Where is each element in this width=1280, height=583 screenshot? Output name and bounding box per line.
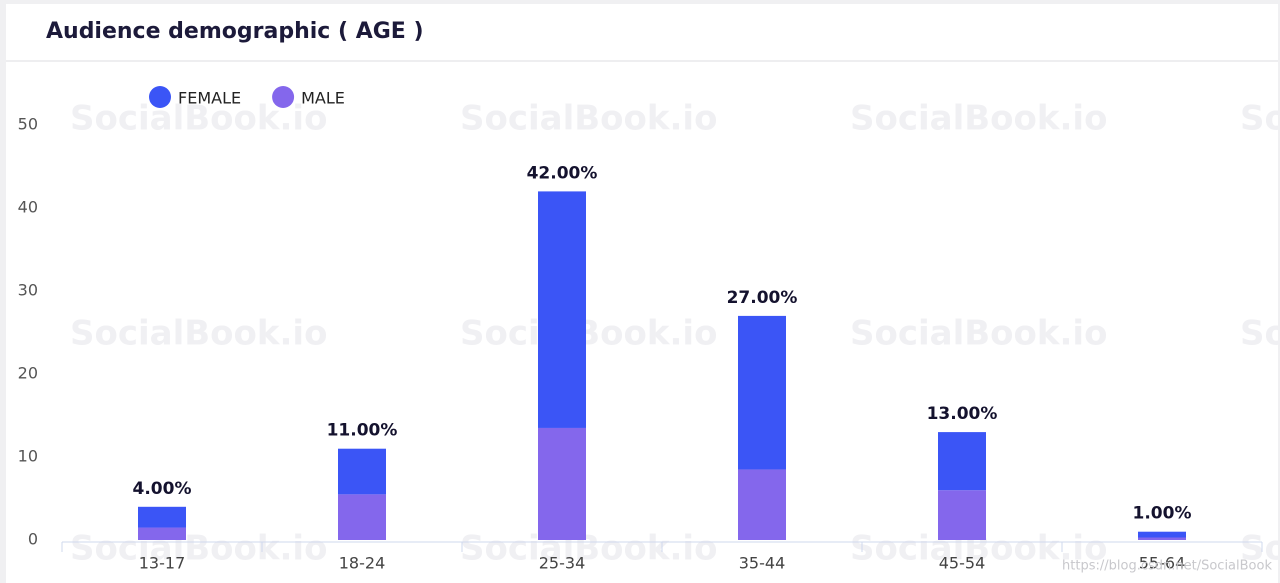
bar-segment (538, 191, 586, 428)
watermark: SocialBook.io (850, 99, 1107, 139)
card (6, 4, 1278, 583)
watermark: SocialBook.io (1240, 314, 1280, 354)
bar-segment (338, 494, 386, 540)
total-label: 11.00% (327, 421, 398, 441)
x-tick-label: 45-54 (939, 554, 986, 573)
watermark: SocialBook.io (70, 314, 327, 354)
bar-segment (338, 448, 386, 495)
total-label: 27.00% (727, 288, 798, 308)
bar-segment (1138, 537, 1186, 540)
bar-segment (538, 427, 586, 540)
y-tick-label: 0 (28, 530, 38, 549)
bar-segment (1138, 531, 1186, 538)
total-label: 1.00% (1133, 504, 1192, 524)
watermark: SocialBook.io (460, 314, 717, 354)
chart-title: Audience demographic ( AGE ) (46, 19, 424, 44)
y-tick-label: 20 (18, 364, 38, 383)
legend-marker (149, 86, 171, 108)
watermark: SocialBook.io (1240, 99, 1280, 139)
y-tick-label: 10 (18, 447, 38, 466)
y-tick-label: 40 (18, 198, 38, 217)
bar-segment (938, 490, 986, 540)
watermark: SocialBook.io (850, 314, 1107, 354)
total-label: 4.00% (133, 479, 192, 499)
watermark: SocialBook.io (460, 529, 717, 569)
legend-label: MALE (301, 89, 345, 108)
legend-label: FEMALE (178, 89, 241, 108)
x-tick-label: 25-34 (539, 554, 586, 573)
x-tick-label: 18-24 (339, 554, 386, 573)
credit: https://blog.csdn.net/SocialBook (1062, 559, 1272, 574)
y-tick-label: 50 (18, 115, 38, 134)
legend-marker (272, 86, 295, 108)
x-tick-label: 13-17 (139, 554, 186, 573)
watermark: SocialBook.io (460, 99, 717, 139)
bar-segment (938, 432, 986, 491)
x-tick-label: 55-64 (1139, 554, 1186, 573)
bar-segment (738, 469, 786, 540)
y-tick-label: 30 (18, 281, 38, 300)
bar-segment (138, 506, 186, 528)
bar-segment (138, 527, 186, 540)
watermark: SocialBook.io (1240, 529, 1280, 569)
bar-segment (738, 315, 786, 470)
x-tick-label: 35-44 (739, 554, 786, 573)
total-label: 42.00% (527, 163, 598, 183)
watermark: SocialBook.io (70, 529, 327, 569)
total-label: 13.00% (927, 404, 998, 424)
